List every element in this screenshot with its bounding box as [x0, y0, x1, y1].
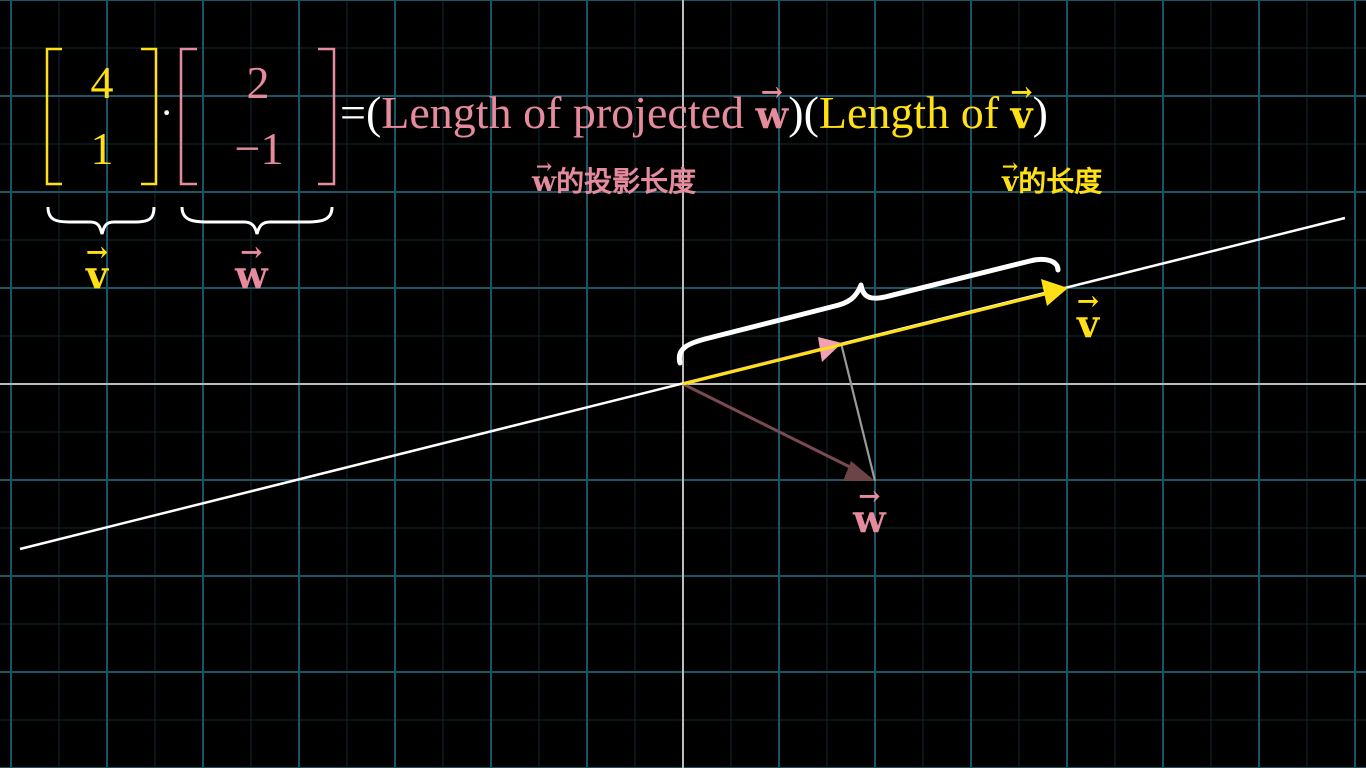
w-brace-symbol: w	[235, 256, 268, 294]
vector-w-arrowhead	[843, 461, 875, 481]
close-paren-1: )	[788, 87, 804, 138]
equals-sign: =	[340, 87, 366, 138]
v-symbol: v	[1011, 96, 1033, 134]
vector-w-label: w	[853, 500, 886, 538]
vector-v-symbol: v	[1077, 305, 1099, 343]
v-matrix-brackets	[45, 47, 158, 186]
projection-line	[839, 342, 877, 482]
dot-operator: ·	[160, 90, 174, 135]
caption-v-symbol: v	[1002, 168, 1018, 196]
vector-w-symbol: w	[853, 500, 886, 538]
v-span-line	[19, 216, 1346, 551]
projected-w-arrowhead	[818, 337, 842, 362]
projected-length-caption: w的投影长度	[532, 168, 696, 196]
close-paren-2: )	[1032, 87, 1048, 138]
vector-w-shaft	[682, 382, 861, 474]
projected-label: Length of projected	[381, 87, 756, 138]
caption-w-symbol: w	[532, 168, 556, 196]
v-brace-label: v	[86, 256, 108, 294]
length-brace	[676, 256, 1061, 366]
length-label: Length of	[818, 87, 1011, 138]
open-paren-1: (	[365, 87, 382, 138]
v-brace-symbol: v	[86, 256, 108, 294]
v-underbrace	[46, 206, 156, 235]
w-brace-label: w	[235, 256, 268, 294]
vector-v-label: v	[1077, 305, 1099, 343]
v-matrix-entry-2: 1	[90, 123, 114, 174]
vector-v-shaft	[682, 292, 1046, 386]
vector-v-arrowhead	[1041, 279, 1068, 306]
w-underbrace	[180, 206, 334, 235]
equation-rhs: =(Length of projected w)(Length of v)	[340, 90, 1048, 136]
projected-length-text: 的投影长度	[556, 165, 697, 198]
w-matrix-brackets	[179, 47, 336, 186]
w-matrix-entry-2: −1	[234, 123, 284, 174]
v-matrix-entry-1: 4	[90, 57, 114, 108]
w-matrix-entry-1: 2	[246, 57, 270, 108]
w-symbol: w	[756, 96, 789, 134]
open-paren-2: (	[803, 87, 819, 138]
v-length-caption: v的长度	[1002, 168, 1102, 196]
v-length-text: 的长度	[1018, 165, 1103, 198]
